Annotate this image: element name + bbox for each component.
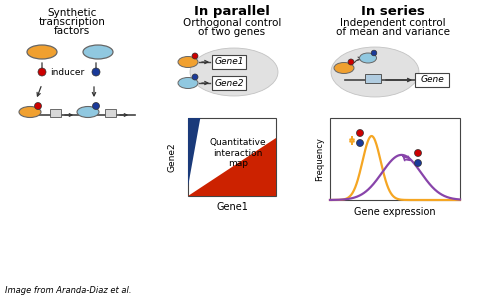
- Polygon shape: [188, 137, 276, 196]
- Ellipse shape: [190, 48, 278, 96]
- Text: Gene1: Gene1: [216, 202, 248, 212]
- Text: transcription: transcription: [39, 17, 105, 27]
- Text: Gene: Gene: [420, 76, 444, 85]
- Bar: [50, 109, 61, 117]
- Bar: [330, 118, 460, 200]
- Circle shape: [38, 68, 46, 76]
- Bar: [212, 55, 246, 69]
- Bar: [105, 109, 116, 117]
- Circle shape: [356, 130, 363, 136]
- Text: map: map: [228, 159, 248, 168]
- Text: Synthetic: Synthetic: [47, 8, 97, 18]
- Text: of two genes: of two genes: [198, 27, 265, 37]
- Circle shape: [34, 103, 42, 110]
- Text: of mean and variance: of mean and variance: [336, 27, 450, 37]
- Text: Gene1: Gene1: [214, 58, 244, 67]
- Ellipse shape: [334, 62, 354, 74]
- Text: Gene2: Gene2: [214, 79, 244, 88]
- Bar: [188, 118, 276, 196]
- Text: factors: factors: [54, 26, 90, 36]
- Circle shape: [356, 140, 363, 146]
- Ellipse shape: [77, 106, 99, 118]
- Ellipse shape: [178, 77, 198, 88]
- Ellipse shape: [178, 56, 198, 68]
- Circle shape: [192, 53, 198, 59]
- Circle shape: [92, 68, 100, 76]
- Text: interaction: interaction: [214, 148, 263, 158]
- Ellipse shape: [27, 45, 57, 59]
- Text: Gene expression: Gene expression: [354, 207, 436, 217]
- Text: Orthogonal control: Orthogonal control: [183, 18, 281, 28]
- Text: Frequency: Frequency: [316, 137, 325, 181]
- Circle shape: [92, 103, 99, 110]
- Ellipse shape: [359, 53, 377, 63]
- Text: In parallel: In parallel: [194, 5, 270, 18]
- Text: Independent control: Independent control: [340, 18, 446, 28]
- Ellipse shape: [83, 45, 113, 59]
- Polygon shape: [188, 118, 200, 187]
- Circle shape: [192, 74, 198, 80]
- Circle shape: [414, 160, 421, 167]
- Circle shape: [371, 50, 377, 56]
- Text: Gene2: Gene2: [167, 142, 176, 172]
- Ellipse shape: [331, 47, 419, 97]
- Bar: [212, 76, 246, 90]
- Circle shape: [348, 59, 354, 65]
- Ellipse shape: [19, 106, 41, 118]
- Text: In series: In series: [361, 5, 425, 18]
- Circle shape: [414, 149, 421, 157]
- Text: inducer: inducer: [50, 68, 84, 77]
- Bar: [365, 74, 381, 83]
- Text: Image from Aranda-Diaz et al.: Image from Aranda-Diaz et al.: [5, 286, 132, 295]
- Bar: [415, 73, 449, 87]
- Text: Quantitative: Quantitative: [210, 139, 266, 148]
